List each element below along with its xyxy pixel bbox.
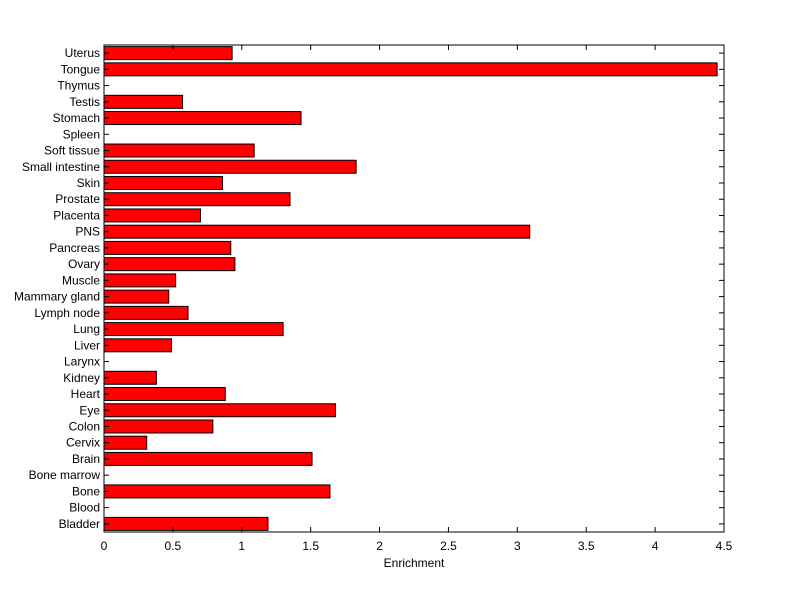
bar-skin <box>103 175 223 190</box>
bar-pns <box>103 224 531 239</box>
y-tick-label: Uterus <box>65 46 100 60</box>
x-tick-label: 3 <box>514 539 521 553</box>
y-tick-label: PNS <box>75 225 100 239</box>
bar-lung <box>103 322 284 337</box>
y-tick-label: Kidney <box>63 371 100 385</box>
bar-brain <box>103 451 313 466</box>
y-tick-label: Heart <box>71 387 101 401</box>
bar-mammary-gland <box>103 289 170 304</box>
y-tick-label: Liver <box>74 338 100 352</box>
bar-prostate <box>103 192 291 207</box>
y-tick-label: Prostate <box>55 192 100 206</box>
bar-muscle <box>103 273 177 288</box>
y-tick-label: Bladder <box>59 517 100 531</box>
bar-kidney <box>103 370 157 385</box>
bar-pancreas <box>103 240 232 255</box>
y-ticks-group: Bladder Blood Bone Bone marrow Brain Cervix Co… <box>14 46 724 531</box>
x-tick-label: 3.5 <box>578 539 595 553</box>
y-tick-label: Thymus <box>57 79 100 93</box>
x-tick-label: 2 <box>376 539 383 553</box>
y-tick-label: Small intestine <box>22 160 100 174</box>
bar-bone <box>103 484 331 499</box>
x-ticks-group: 0 0.5 1 1.5 2 2.5 3 3.5 4 4.5 <box>101 45 733 553</box>
plot-area <box>104 45 724 532</box>
y-tick-label: Ovary <box>68 257 100 271</box>
bar-heart <box>103 387 226 402</box>
bar-bladder <box>103 516 269 531</box>
plot-frame <box>103 44 725 533</box>
bar-uterus <box>103 46 233 61</box>
bar-eye <box>103 403 336 418</box>
y-tick-label: Bone <box>72 484 100 498</box>
x-tick-label: 4.5 <box>716 539 733 553</box>
bar-colon <box>103 419 214 434</box>
y-tick-label: Spleen <box>63 127 100 141</box>
y-tick-label: Skin <box>77 176 100 190</box>
y-tick-label: Mammary gland <box>14 290 100 304</box>
y-tick-label: Placenta <box>53 208 100 222</box>
y-tick-label: Eye <box>79 403 100 417</box>
y-tick-label: Brain <box>72 452 100 466</box>
y-tick-label: Stomach <box>53 111 100 125</box>
y-tick-label: Blood <box>69 501 100 515</box>
bar-cervix <box>103 435 148 450</box>
y-tick-label: Bone marrow <box>29 468 101 482</box>
bar-liver <box>103 338 173 353</box>
x-tick-label: 0 <box>101 539 108 553</box>
bar-small-intestine <box>103 159 357 174</box>
bar-lymph-node <box>103 305 189 320</box>
y-tick-label: Lung <box>73 322 100 336</box>
y-tick-label: Testis <box>69 95 100 109</box>
bar-testis <box>103 94 184 109</box>
bar-ovary <box>103 257 236 272</box>
y-tick-label: Colon <box>69 419 100 433</box>
bar-placenta <box>103 208 201 223</box>
y-tick-label: Larynx <box>64 355 100 369</box>
x-tick-label: 1.5 <box>302 539 319 553</box>
bar-tongue <box>103 62 718 77</box>
x-tick-label: 1 <box>238 539 245 553</box>
x-tick-label: 0.5 <box>165 539 182 553</box>
y-tick-label: Lymph node <box>34 306 100 320</box>
x-tick-label: 4 <box>652 539 659 553</box>
x-axis-label: Enrichment <box>384 556 445 570</box>
y-tick-label: Pancreas <box>49 241 100 255</box>
y-tick-label: Muscle <box>62 273 100 287</box>
x-tick-label: 2.5 <box>440 539 457 553</box>
bar-soft-tissue <box>103 143 255 158</box>
y-tick-label: Soft tissue <box>44 144 100 158</box>
y-tick-label: Tongue <box>61 62 101 76</box>
y-tick-label: Cervix <box>66 436 100 450</box>
bar-stomach <box>103 111 302 126</box>
